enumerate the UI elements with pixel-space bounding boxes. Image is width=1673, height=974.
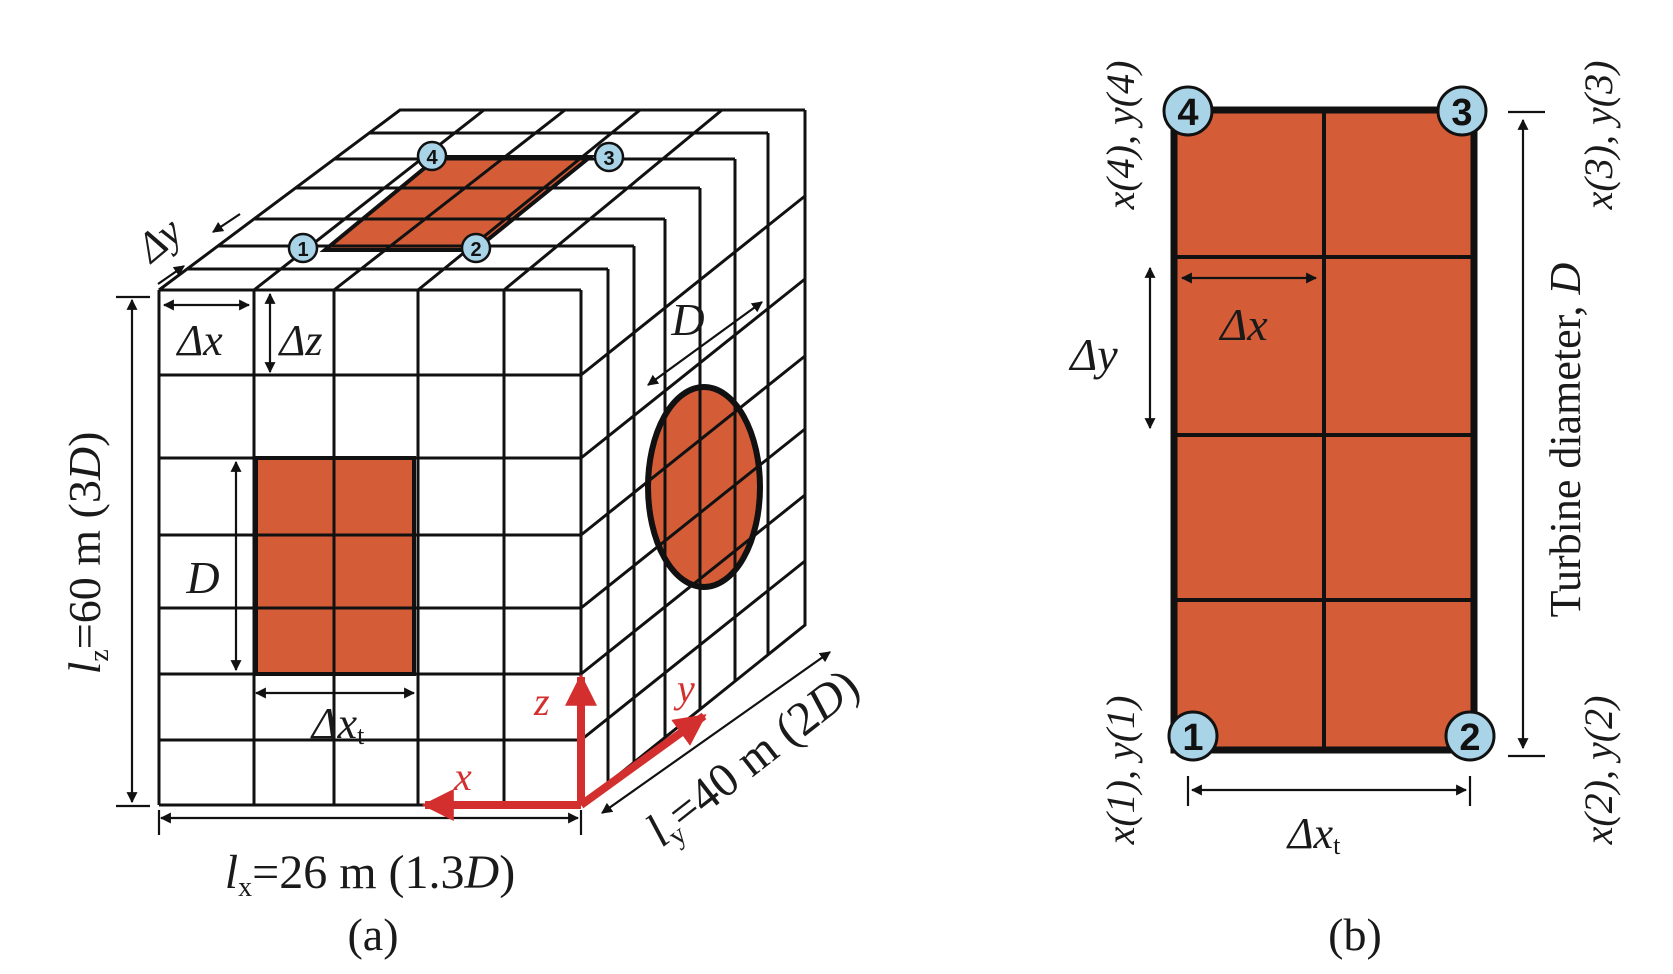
corner1-coord: x(1), y(1) [1098, 696, 1143, 846]
delta-xt-label-b: Δxt [1286, 809, 1341, 860]
delta-y-label-a: Δy [127, 208, 192, 273]
dimension-arrows-b [1144, 110, 1545, 806]
rect-corner-4: 4 [1177, 92, 1198, 134]
top-corner-2: 2 [470, 239, 481, 261]
delta-y-label-b: Δy [1068, 329, 1118, 380]
rect-corner-1: 1 [1182, 717, 1203, 759]
rect-corner-2: 2 [1459, 717, 1480, 759]
top-turbine-patch [325, 157, 590, 250]
corner3-coord: x(3), y(3) [1576, 61, 1621, 211]
delta-x-label-b: Δx [1218, 299, 1268, 350]
axis-x-label: x [453, 754, 472, 799]
top-corner-markers: 1 2 3 4 [287, 140, 625, 264]
front-D-label: D [185, 552, 219, 603]
side-turbine-disk [645, 384, 763, 590]
axis-y-label: y [673, 666, 695, 711]
dimension-arrows-a [116, 213, 831, 835]
panel-b: 1 2 3 4 Δx Δy Δxt x(4), y(4) x(1), y(1) … [1068, 61, 1621, 960]
rect-corner-markers: 1 2 3 4 [1162, 85, 1496, 762]
delta-x-label-a: Δx [175, 316, 223, 365]
top-corner-1: 1 [297, 239, 308, 261]
caption-a: (a) [347, 909, 398, 960]
coordinate-axes: z x y [421, 666, 707, 821]
ly-label: ly=40 m (2D) [636, 659, 872, 861]
top-corner-4: 4 [426, 147, 438, 169]
side-D-label: D [670, 294, 704, 345]
lx-label: lx=26 m (1.3D) [225, 846, 515, 903]
caption-b: (b) [1328, 909, 1382, 960]
top-corner-3: 3 [603, 148, 614, 170]
corner4-coord: x(4), y(4) [1098, 61, 1143, 211]
panel-a: 1 2 3 4 [59, 108, 872, 960]
lz-label: lz=60 m (3D) [59, 432, 115, 675]
corner2-coord: x(2), y(2) [1576, 696, 1621, 846]
delta-xt-label-a: Δxt [310, 699, 365, 750]
turbine-diameter-label: Turbine diameter, D [1541, 262, 1590, 617]
axis-z-label: z [533, 679, 550, 724]
delta-z-label-a: Δz [278, 316, 323, 365]
rect-corner-3: 3 [1451, 92, 1472, 134]
